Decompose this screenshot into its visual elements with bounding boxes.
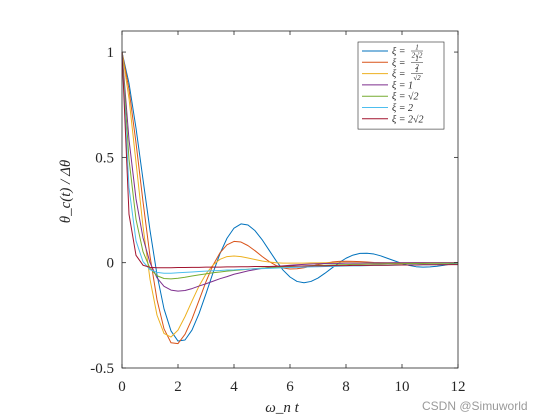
watermark: CSDN @Simuworld (422, 399, 528, 413)
legend-frac-den: 2√2 (412, 52, 423, 60)
legend-label-7: ξ = 2√2 (392, 114, 424, 125)
legend: ξ = 12√2ξ = 12ξ = 1√2ξ = 1ξ = √2ξ = 2ξ = 2√… (357, 41, 445, 130)
y-tick-label: 0 (107, 256, 115, 272)
x-tick-label: 6 (286, 379, 294, 395)
legend-label-3: ξ = (392, 69, 406, 80)
legend-frac-num: 1 (415, 55, 419, 63)
legend-frac-num: 1 (415, 66, 419, 74)
x-tick-label: 4 (230, 379, 238, 395)
legend-label-6: ξ = 2 (392, 103, 413, 114)
y-tick-label: 1 (107, 45, 115, 61)
x-tick-label: 10 (395, 379, 410, 395)
series-line-7 (121, 52, 458, 269)
legend-frac-num: 1 (415, 44, 419, 52)
legend-frac-den: 2 (415, 63, 419, 71)
series-layer (121, 51, 459, 345)
axis-labels: ω_n t θ_c(t) / Δθ (58, 159, 300, 416)
x-tick-label: 0 (118, 379, 126, 395)
x-axis-label: ω_n t (265, 400, 299, 416)
y-tick-label: 0.5 (95, 150, 114, 166)
legend-box (357, 41, 445, 130)
legend-label-1: ξ = (392, 47, 406, 58)
x-tick-label: 2 (174, 379, 182, 395)
legend-frac-den: √2 (413, 74, 421, 82)
y-axis-label: θ_c(t) / Δθ (58, 159, 74, 223)
legend-label-5: ξ = √2 (392, 92, 419, 103)
x-tick-label: 12 (451, 379, 466, 395)
axes-layer: 0 2 4 6 8 10 12-0.500.51 (90, 30, 466, 395)
x-tick-label: 8 (342, 379, 350, 395)
legend-label-4: ξ = 1 (392, 80, 413, 91)
legend-label-2: ξ = (392, 58, 406, 69)
y-tick-label: -0.5 (90, 361, 114, 377)
series-line-4 (121, 52, 458, 292)
